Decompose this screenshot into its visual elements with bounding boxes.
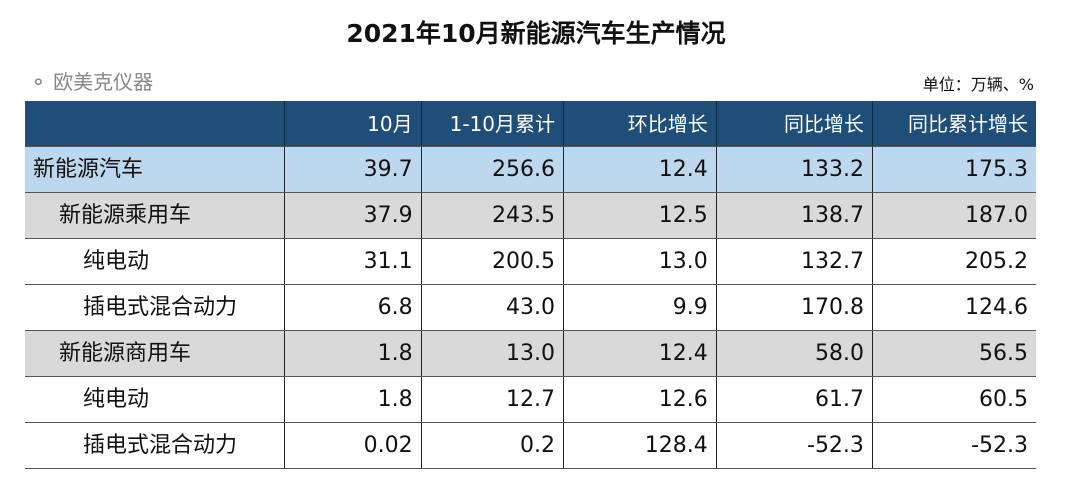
table-cell: 1.8 <box>284 330 422 377</box>
column-header: 10月 <box>284 101 422 147</box>
table-cell: 9.9 <box>563 284 717 331</box>
table-cell: 170.8 <box>716 284 873 331</box>
row-label: 插电式混合动力 <box>25 422 286 469</box>
table-cell: 200.5 <box>421 238 564 285</box>
table-row: 纯电动 1.8 12.7 12.6 61.7 60.5 <box>25 376 1036 423</box>
row-label: 新能源商用车 <box>25 330 286 377</box>
table-cell: 187.0 <box>872 192 1036 239</box>
table-cell: 243.5 <box>421 192 564 239</box>
table-cell: -52.3 <box>716 422 873 469</box>
table-row: 新能源乘用车 37.9 243.5 12.5 138.7 187.0 <box>25 192 1036 239</box>
column-header: 1-10月累计 <box>421 101 564 147</box>
column-header: 环比增长 <box>563 101 717 147</box>
watermark-text: 欧美克仪器 <box>53 70 154 94</box>
row-label: 纯电动 <box>25 238 286 285</box>
table-cell: 12.5 <box>563 192 717 239</box>
table-row: 插电式混合动力 0.02 0.2 128.4 -52.3 -52.3 <box>25 422 1036 469</box>
column-header: 同比累计增长 <box>872 101 1036 147</box>
table-cell: 124.6 <box>872 284 1036 331</box>
table-cell: 12.7 <box>421 376 564 423</box>
unit-label: 单位：万辆、% <box>922 75 1034 94</box>
row-label: 新能源乘用车 <box>25 192 286 239</box>
table-cell: 43.0 <box>421 284 564 331</box>
header-row: 10月 1-10月累计 环比增长 同比增长 同比累计增长 <box>25 101 1036 147</box>
table-cell: 175.3 <box>872 146 1036 193</box>
table-cell: 128.4 <box>563 422 717 469</box>
column-header: 同比增长 <box>716 101 873 147</box>
row-label: 插电式混合动力 <box>25 284 286 331</box>
table-cell: 56.5 <box>872 330 1036 377</box>
table-cell: 132.7 <box>716 238 873 285</box>
table-cell: 138.7 <box>716 192 873 239</box>
table-row: 插电式混合动力 6.8 43.0 9.9 170.8 124.6 <box>25 284 1036 331</box>
wechat-watermark: ⚬ 欧美克仪器 <box>30 66 153 95</box>
table-cell: -52.3 <box>872 422 1036 469</box>
table-row: 新能源商用车 1.8 13.0 12.4 58.0 56.5 <box>25 330 1036 377</box>
table-cell: 58.0 <box>716 330 873 377</box>
table-cell: 12.6 <box>563 376 717 423</box>
row-label: 新能源汽车 <box>25 146 286 193</box>
table-cell: 133.2 <box>716 146 873 193</box>
table-cell: 1.8 <box>284 376 422 423</box>
table-cell: 0.02 <box>284 422 422 469</box>
table-cell: 31.1 <box>284 238 422 285</box>
table-cell: 12.4 <box>563 330 717 377</box>
row-label: 纯电动 <box>25 376 286 423</box>
table-cell: 37.9 <box>284 192 422 239</box>
table-cell: 61.7 <box>716 376 873 423</box>
table-cell: 13.0 <box>421 330 564 377</box>
table-cell: 13.0 <box>563 238 717 285</box>
table-row: 新能源汽车 39.7 256.6 12.4 133.2 175.3 <box>25 146 1036 193</box>
table-cell: 6.8 <box>284 284 422 331</box>
table-cell: 0.2 <box>421 422 564 469</box>
table-row: 纯电动 31.1 200.5 13.0 132.7 205.2 <box>25 238 1036 285</box>
wechat-icon: ⚬ <box>30 70 47 94</box>
column-header <box>25 101 286 147</box>
page-title: 2021年10月新能源汽车生产情况 <box>346 19 726 48</box>
table-cell: 256.6 <box>421 146 564 193</box>
table-cell: 60.5 <box>872 376 1036 423</box>
table-cell: 39.7 <box>284 146 422 193</box>
production-table: 10月 1-10月累计 环比增长 同比增长 同比累计增长 新能源汽车 39.7 256.6 1… <box>25 101 1036 469</box>
table-cell: 205.2 <box>872 238 1036 285</box>
table-cell: 12.4 <box>563 146 717 193</box>
